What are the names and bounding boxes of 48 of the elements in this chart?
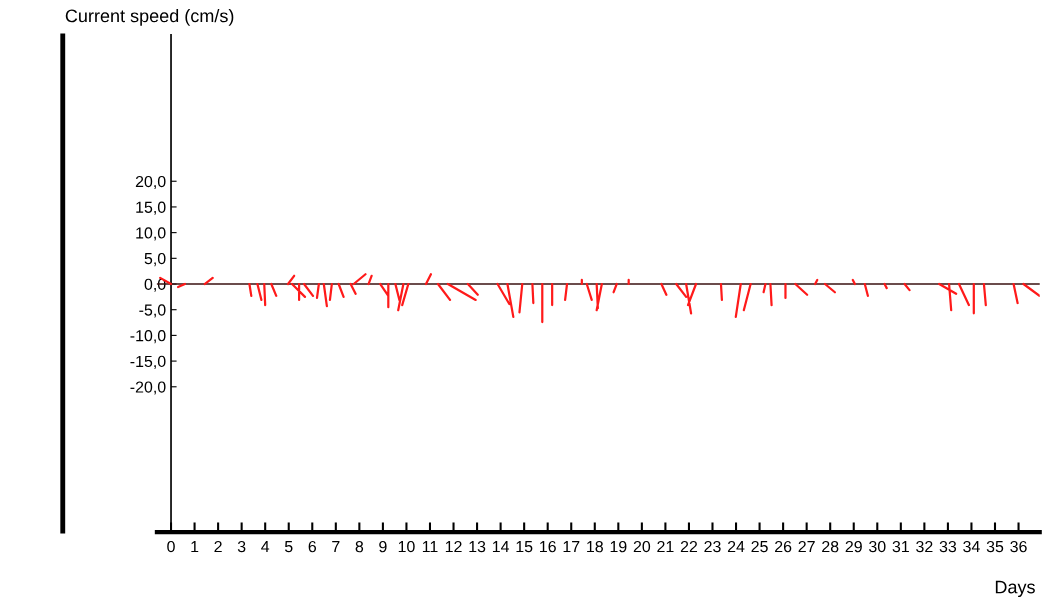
x-tick-label: 35 (986, 540, 1004, 553)
x-tick-label: 6 (308, 540, 317, 553)
x-tick-label: 3 (237, 540, 246, 553)
x-tick-label: 17 (563, 541, 580, 553)
x-tick-label: 7 (332, 541, 340, 553)
x-tick-label: 31 (892, 540, 909, 553)
y-tick-label: 0,0 (144, 278, 166, 292)
y-tick-label: 20,0 (135, 175, 166, 190)
x-tick-label: 12 (445, 540, 462, 553)
y-tick-label: 5,0 (144, 252, 166, 267)
y-tick-label: -5,0 (139, 304, 166, 318)
x-tick-label: 0 (167, 540, 175, 553)
x-tick-label: 14 (492, 541, 510, 553)
x-tick-label: 9 (379, 540, 387, 553)
x-tick-label: 10 (398, 540, 415, 553)
x-axis-title: Days (995, 580, 1035, 597)
x-tick-label: 4 (261, 541, 270, 553)
x-tick-label: 18 (587, 540, 603, 553)
x-tick-label: 16 (540, 540, 556, 553)
x-tick-label: 22 (680, 540, 698, 553)
x-tick-label: 8 (355, 540, 364, 553)
x-tick-label: 36 (1010, 540, 1027, 553)
x-tick-label: 13 (469, 540, 486, 553)
y-axis-title: Current speed (cm/s) (65, 9, 234, 26)
x-tick-label: 2 (214, 540, 222, 553)
x-tick-label: 27 (798, 540, 815, 553)
x-tick-label: 26 (775, 540, 792, 553)
x-tick-label: 5 (284, 541, 293, 553)
x-tick-label: 11 (422, 541, 438, 553)
x-tick-label: 33 (939, 540, 957, 553)
x-tick-label: 20 (633, 540, 651, 553)
x-tick-label: 21 (657, 540, 674, 553)
x-tick-label: 28 (822, 540, 839, 553)
x-tick-label: 19 (610, 540, 627, 553)
x-tick-label: 34 (963, 540, 980, 553)
y-tick-label: -20,0 (130, 381, 166, 395)
x-tick-label: 15 (516, 541, 533, 553)
y-tick-label: 10,0 (136, 227, 166, 241)
x-tick-label: 24 (727, 540, 745, 553)
x-tick-label: 23 (704, 540, 721, 553)
x-tick-label: 32 (916, 540, 933, 553)
x-tick-label: 1 (191, 541, 199, 553)
y-tick-label: 15,0 (136, 201, 166, 215)
x-tick-label: 30 (869, 540, 886, 553)
y-tick-label: -15,0 (130, 355, 166, 369)
y-tick-label: -10,0 (130, 330, 166, 344)
x-tick-label: 25 (751, 540, 768, 553)
x-tick-label: 29 (845, 540, 862, 553)
